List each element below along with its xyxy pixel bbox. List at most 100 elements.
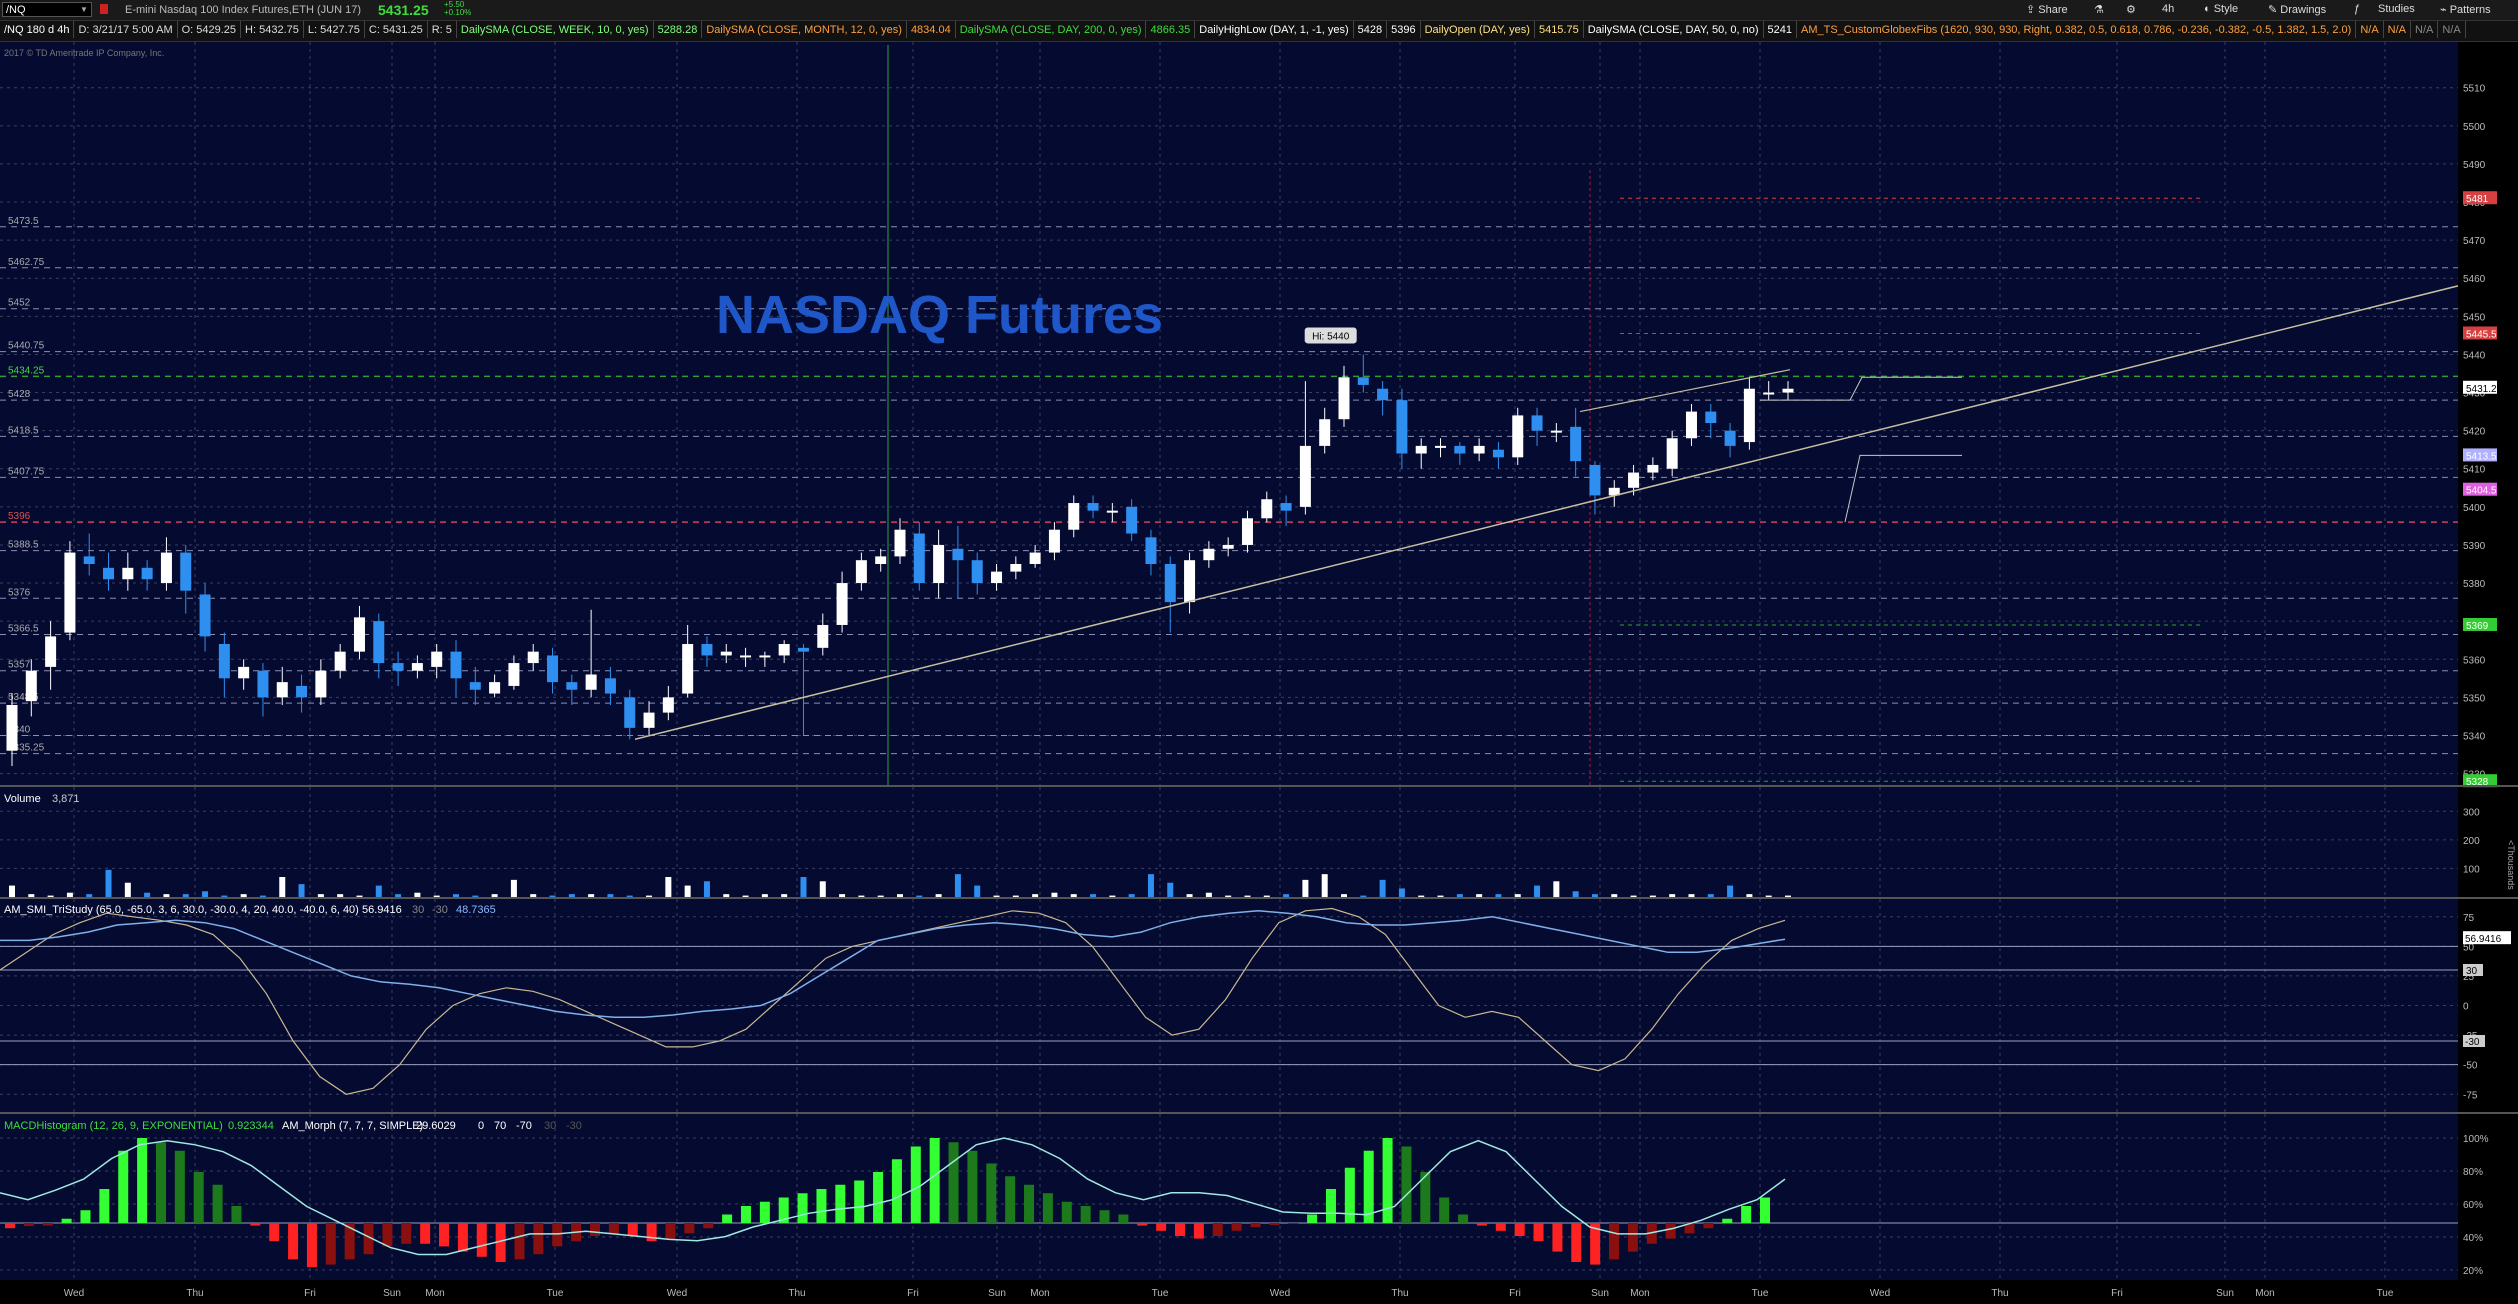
candle xyxy=(1724,430,1736,446)
macd-bar xyxy=(269,1223,280,1242)
flag-icon[interactable] xyxy=(100,4,108,14)
candle xyxy=(199,594,211,637)
smi-blue-line xyxy=(0,910,1786,1019)
macd-bar xyxy=(684,1223,695,1234)
volume-bar xyxy=(974,885,981,897)
volume-bar xyxy=(993,895,1000,897)
right-price-marker xyxy=(2463,326,2497,340)
chart-period[interactable]: /NQ 180 d 4h xyxy=(0,21,75,38)
patterns-button[interactable]: ⌁ Patterns xyxy=(2440,4,2491,16)
right-price-marker-label: 5481 xyxy=(2466,194,2489,205)
macd-tick-label: 60% xyxy=(2463,1200,2483,1211)
macd-bar xyxy=(1401,1146,1412,1223)
macd-bar xyxy=(967,1150,978,1223)
macd-bar xyxy=(929,1138,940,1223)
study-sma-50[interactable]: DailySMA (CLOSE, DAY, 50, 0, no) xyxy=(1584,21,1764,38)
macd-bar xyxy=(1024,1184,1035,1223)
candle xyxy=(1589,464,1601,496)
macd-bar xyxy=(1193,1223,1204,1239)
volume-bar xyxy=(453,894,459,897)
y-tick-label: 5390 xyxy=(2463,541,2486,552)
trendline-support xyxy=(634,285,2459,741)
bar-date: D: 3/21/17 5:00 AM xyxy=(74,21,178,38)
smi-value-blue: 48.7365 xyxy=(456,904,496,916)
flask-icon[interactable]: ⚗ xyxy=(2094,4,2104,16)
volume-bar xyxy=(9,885,15,897)
macd-bar xyxy=(627,1223,638,1236)
x-tick-label: Wed xyxy=(64,1288,84,1299)
volume-bar xyxy=(144,892,151,897)
smi-marker-label: 56.9416 xyxy=(2465,934,2502,945)
candle xyxy=(25,670,37,702)
volume-bar xyxy=(1225,895,1232,897)
candle xyxy=(1782,388,1794,393)
macd-bar xyxy=(1118,1214,1129,1223)
volume-bar xyxy=(28,894,35,897)
macd-bar xyxy=(948,1142,959,1223)
study-dailyopen[interactable]: DailyOpen (DAY, yes) xyxy=(1421,21,1535,38)
macd-bar xyxy=(533,1223,544,1255)
candle xyxy=(238,666,250,679)
volume-bar xyxy=(935,894,942,897)
study-sma-200[interactable]: DailySMA (CLOSE, DAY, 200, 0, yes) xyxy=(956,21,1147,38)
studies-button[interactable]: Studies xyxy=(2378,3,2415,15)
symbol-dropdown-icon[interactable]: ▼ xyxy=(80,5,88,14)
candle xyxy=(759,655,771,658)
volume-bar xyxy=(105,869,112,897)
study-fibs[interactable]: AM_TS_CustomGlobexFibs (1620, 930, 930, … xyxy=(1797,21,2357,38)
macd-bar xyxy=(1741,1206,1752,1223)
left-level-label: 5452 xyxy=(8,298,31,309)
y-tick-label: 5420 xyxy=(2463,427,2486,438)
left-level-label: 5434.25 xyxy=(8,365,45,376)
volume-bar xyxy=(124,882,131,897)
timeframe-button[interactable]: 4h xyxy=(2162,3,2175,15)
study-highlow[interactable]: DailyHighLow (DAY, 1, -1, yes) xyxy=(1195,21,1354,38)
volume-bar xyxy=(1302,879,1309,897)
volume-bar xyxy=(1205,892,1212,897)
drawings-button[interactable]: ✎ Drawings xyxy=(2268,4,2327,16)
volume-bar xyxy=(626,895,633,897)
candle xyxy=(64,552,76,633)
symbol-input[interactable]: /NQ xyxy=(2,2,92,17)
study-sma-week[interactable]: DailySMA (CLOSE, WEEK, 10, 0, yes) xyxy=(457,21,654,38)
macd-bar xyxy=(118,1150,129,1223)
candle xyxy=(392,663,404,671)
price-panel-bg xyxy=(0,42,2458,785)
candle xyxy=(1743,388,1755,443)
y-tick-label: 5360 xyxy=(2463,655,2486,666)
chart-canvas[interactable]: Wed Thu Fri Sun Mon Tue Wed Thu Fri Sun Mon Tue Wed T… xyxy=(0,42,2518,1304)
right-price-marker xyxy=(2463,191,2497,205)
volume-bar xyxy=(433,895,440,897)
study-sma-month[interactable]: DailySMA (CLOSE, MONTH, 12, 0, yes) xyxy=(702,21,907,38)
volume-bar xyxy=(1437,895,1444,897)
right-price-marker-label: 5431.25 xyxy=(2466,384,2503,395)
volume-bar xyxy=(568,894,575,897)
volume-bar xyxy=(1688,894,1695,897)
macd-bar xyxy=(1476,1223,1487,1226)
macd-bar xyxy=(344,1223,355,1260)
macd-bar xyxy=(80,1210,91,1223)
style-button[interactable]: ◐ Style xyxy=(2204,3,2239,15)
candle xyxy=(682,644,694,694)
gear-icon[interactable]: ⚙ xyxy=(2126,4,2136,16)
macd-bar xyxy=(608,1223,619,1234)
macd-bar xyxy=(665,1223,676,1239)
candle xyxy=(1184,560,1196,603)
volume-bar xyxy=(1495,894,1502,897)
high-label: Hi: 5440 xyxy=(1312,331,1350,342)
candle xyxy=(276,682,288,698)
y-tick-label: 5500 xyxy=(2463,122,2486,133)
macd-bar xyxy=(1382,1138,1393,1223)
x-tick-label: Fri xyxy=(304,1288,316,1299)
macd-bar xyxy=(835,1184,846,1223)
morph-m5: -30 xyxy=(566,1120,582,1132)
volume-bar xyxy=(954,874,961,897)
share-button[interactable]: ⇪ Share xyxy=(2026,4,2068,16)
candle xyxy=(411,663,423,671)
candle xyxy=(315,670,327,698)
x-tick-label: Mon xyxy=(425,1288,444,1299)
candle xyxy=(1570,426,1582,462)
fx-icon[interactable]: ƒ xyxy=(2354,3,2361,15)
macd-bar xyxy=(1344,1167,1355,1223)
left-level-label: 5340 xyxy=(8,724,31,735)
